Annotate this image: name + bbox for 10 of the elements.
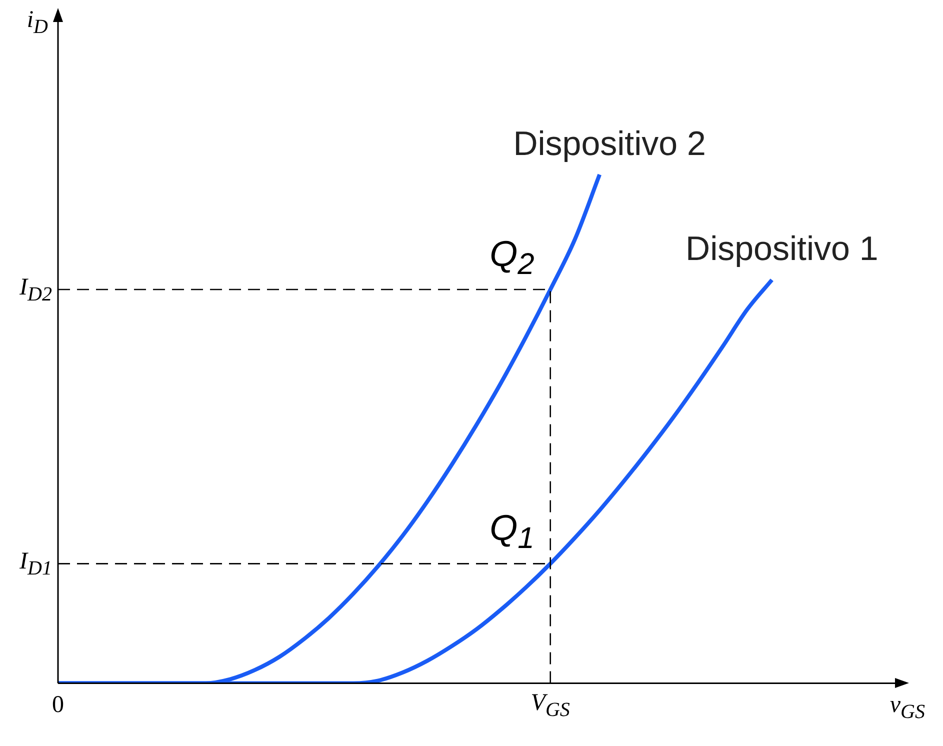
x-axis-title: v$_{GS}$ [890,692,925,723]
annotation: Q$_{1}$ [490,506,534,555]
annotation: Q$_{2}$ [490,232,534,281]
ref-line-label: I$_{D1}$ [20,548,52,580]
text: i$_{D}$ [26,7,48,38]
series-label: Dispositivo 2 [513,124,706,163]
series-label: Dispositivo 1 [686,230,878,268]
ref-line-label: I$_{D2}$ [20,274,52,305]
x-tick-label: 0 [52,692,64,718]
x-tick-label: V$_{GS}$ [530,690,570,721]
